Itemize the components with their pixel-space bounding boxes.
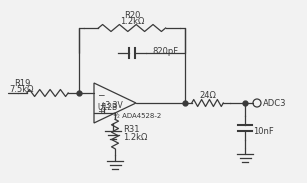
Text: R19: R19	[14, 79, 30, 87]
Text: +3.3V: +3.3V	[99, 100, 123, 109]
Text: R20: R20	[124, 10, 140, 20]
Text: U12B: U12B	[97, 102, 117, 111]
Text: +: +	[97, 107, 105, 117]
Text: 1.2kΩ: 1.2kΩ	[123, 132, 147, 141]
Text: 10nF: 10nF	[253, 126, 274, 135]
Text: 24Ω: 24Ω	[199, 91, 216, 100]
Text: 820pF: 820pF	[152, 48, 178, 57]
Text: ADC3: ADC3	[263, 98, 286, 107]
Text: ½ ADA4528-2: ½ ADA4528-2	[113, 113, 161, 119]
Text: −: −	[97, 91, 105, 100]
Text: R31: R31	[123, 124, 139, 134]
Text: 1.2kΩ: 1.2kΩ	[120, 18, 144, 27]
Text: 7.5kΩ: 7.5kΩ	[10, 85, 34, 94]
